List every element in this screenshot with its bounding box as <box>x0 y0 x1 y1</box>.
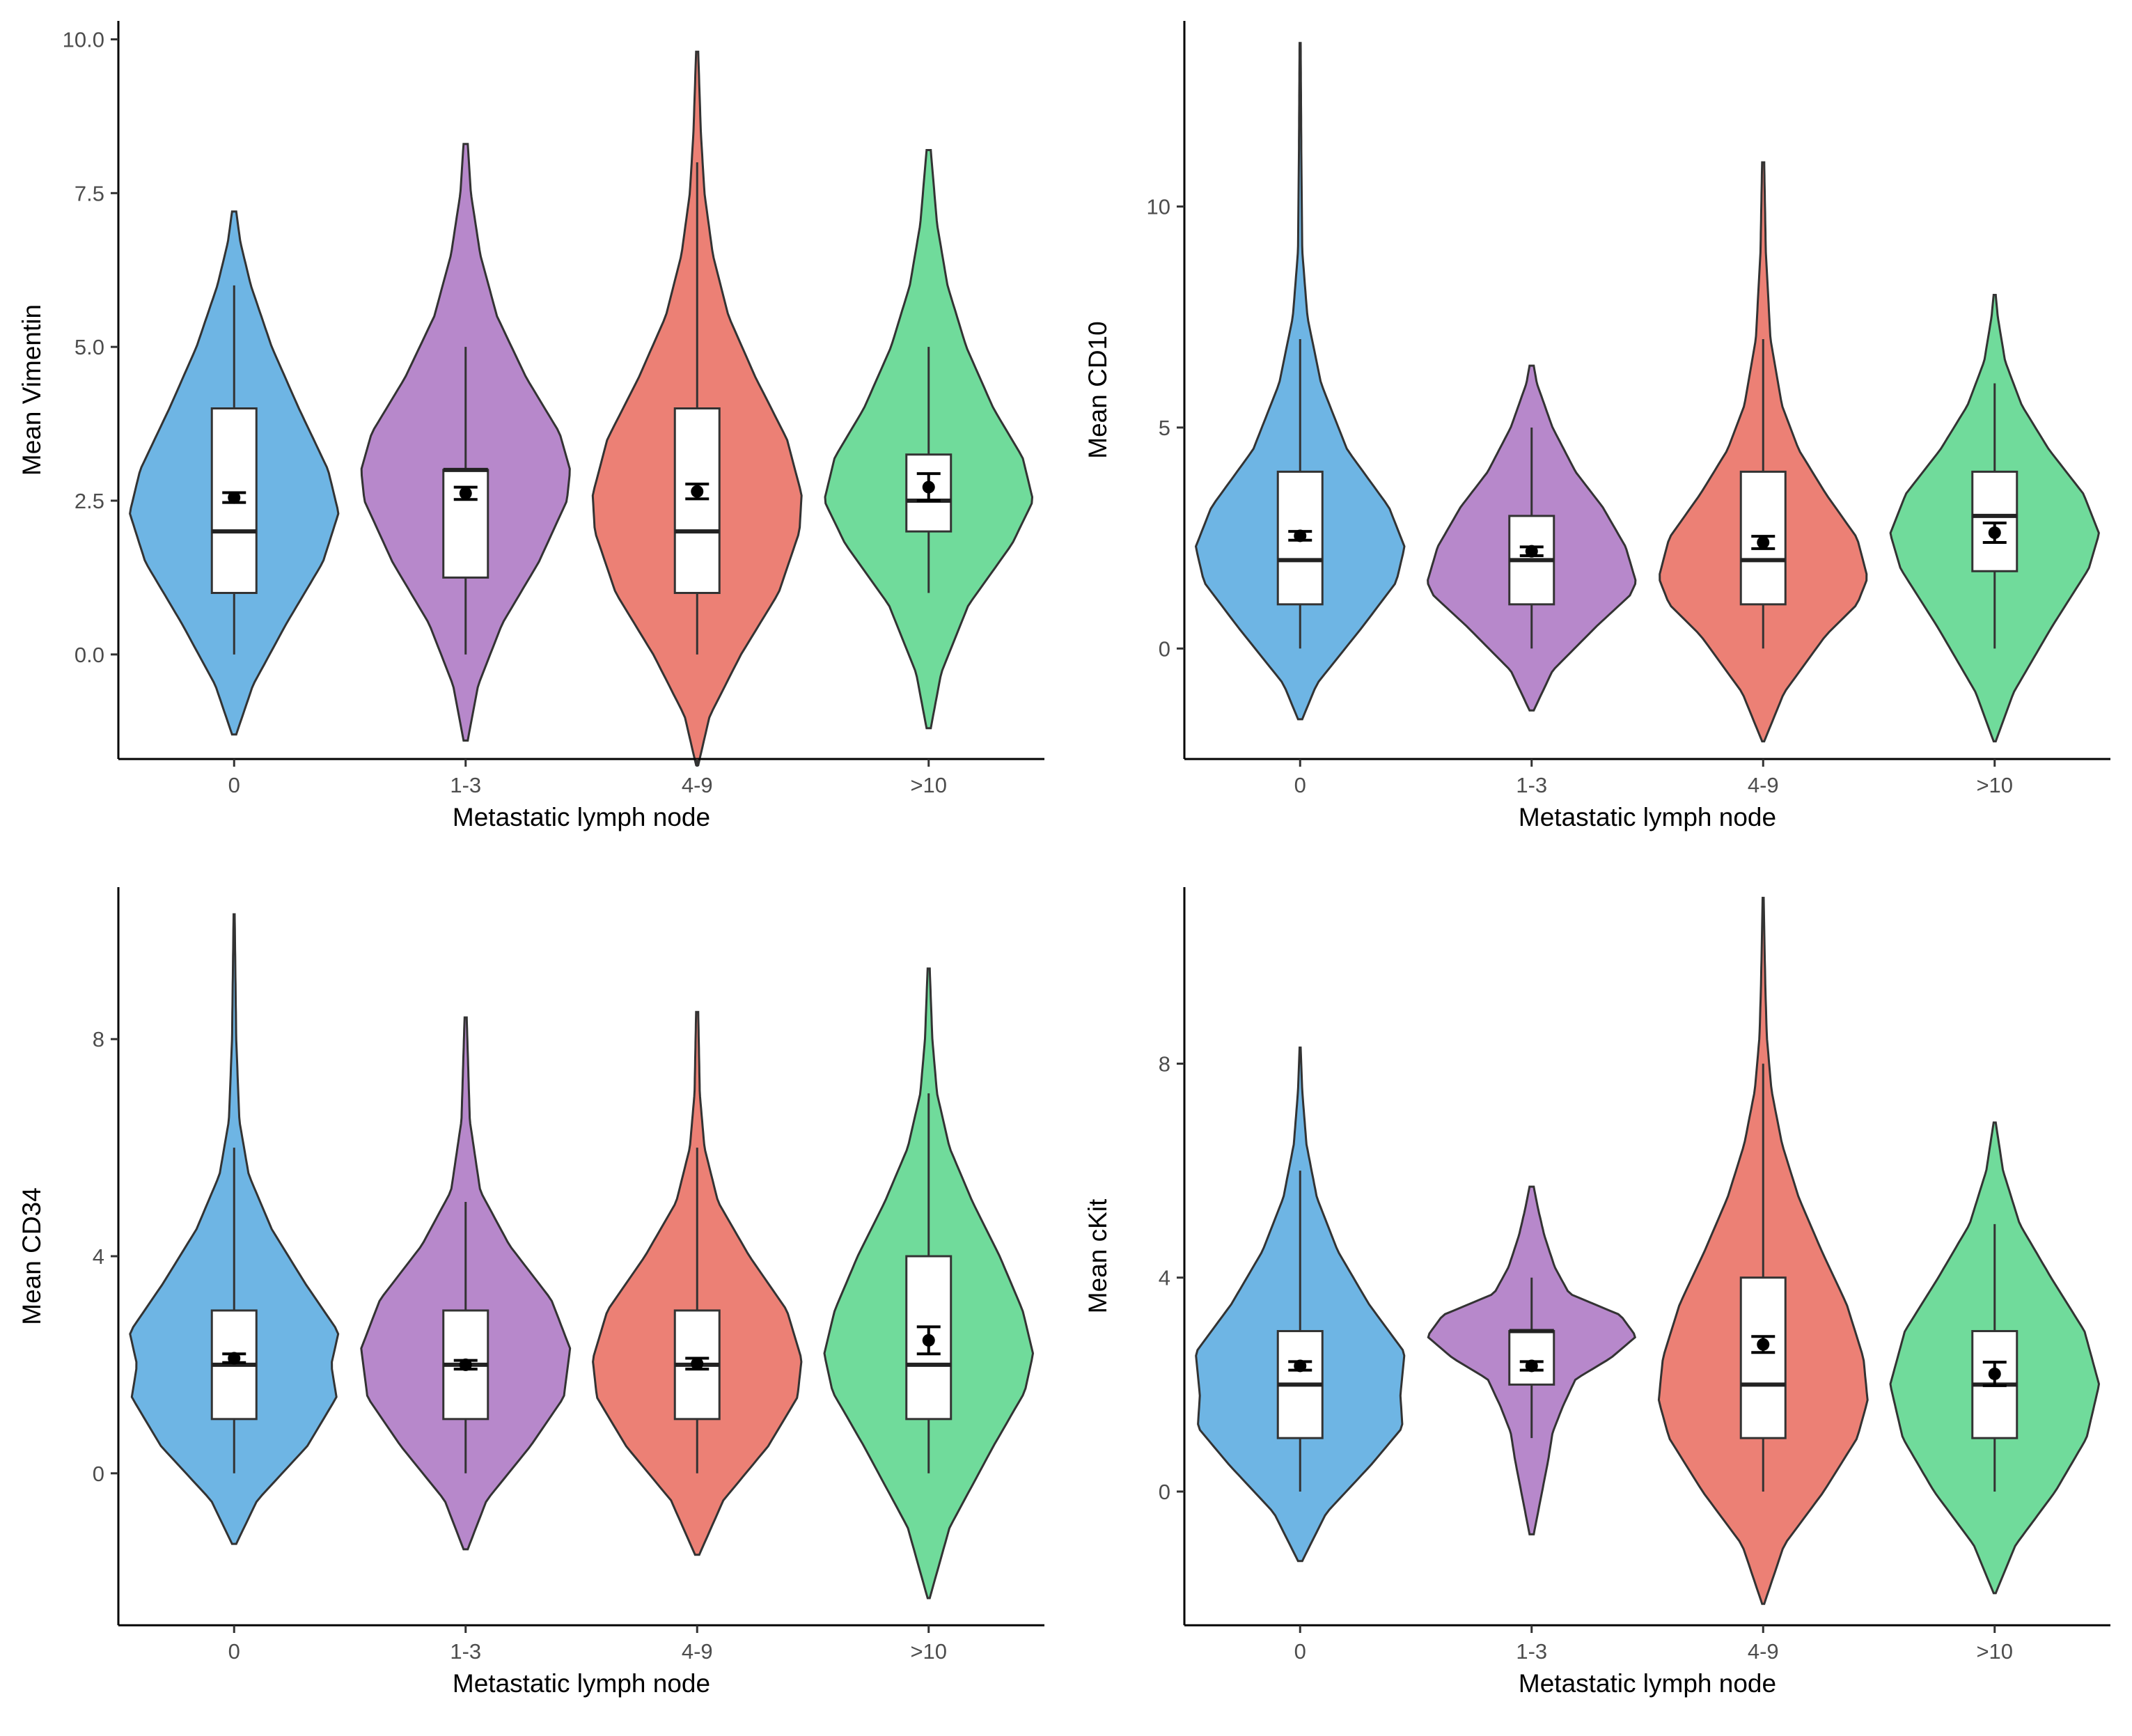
group-gt10 <box>1889 1121 2101 1595</box>
x-axis-title: Metastatic lymph node <box>453 803 710 831</box>
group-1_3 <box>1427 364 1637 712</box>
x-tick-label-4_9: 4-9 <box>1748 773 1779 797</box>
panel-cd10: 0 5 10 0 1-3 4-9 >10 Metastatic lymph node Mean … <box>1066 0 2132 866</box>
mean-point-gt10 <box>1988 1367 2001 1380</box>
y-tick-label: 0 <box>93 1462 104 1486</box>
x-tick-label-gt10: >10 <box>1976 1639 2013 1664</box>
y-tick-label: 0.0 <box>75 643 104 667</box>
y-tick-label: 10.0 <box>63 28 104 52</box>
group-4_9 <box>592 1010 803 1556</box>
group-gt10 <box>1889 294 2100 743</box>
mean-point-0 <box>1294 529 1307 542</box>
mean-point-4_9 <box>691 485 704 498</box>
x-axis-title: Metastatic lymph node <box>453 1669 710 1698</box>
box-1_3 <box>1508 1330 1555 1386</box>
x-axis-title: Metastatic lymph node <box>1519 1669 1776 1698</box>
chart-cd10: 0 5 10 0 1-3 4-9 >10 Metastatic lymph node Mean … <box>1083 21 2110 831</box>
box-gt10 <box>1971 470 2019 572</box>
y-tick-label: 8 <box>93 1027 104 1051</box>
x-tick-label-1_3: 1-3 <box>450 773 481 797</box>
group-0 <box>129 210 340 736</box>
mean-point-gt10 <box>922 480 935 494</box>
y-tick-label: 2.5 <box>75 489 104 513</box>
y-tick-label: 7.5 <box>75 181 104 205</box>
panel-vimentin: 0.0 2.5 5.0 7.5 10.0 0 1-3 4-9 >10 Metastatic lym… <box>0 0 1066 866</box>
group-gt10 <box>824 149 1034 730</box>
chart-ckit: 0 4 8 0 1-3 4-9 >10 Metastatic lymph node Mean c… <box>1083 887 2110 1698</box>
group-1_3 <box>360 1016 572 1551</box>
y-tick-label: 8 <box>1159 1051 1170 1076</box>
x-tick-label-gt10: >10 <box>910 773 947 797</box>
box-4_9 <box>673 407 721 594</box>
x-tick-label-0: 0 <box>228 773 240 797</box>
mean-point-4_9 <box>691 1357 704 1370</box>
mean-point-1_3 <box>459 1358 472 1371</box>
group-4_9 <box>1657 896 1869 1605</box>
x-tick-label-4_9: 4-9 <box>1748 1639 1779 1664</box>
mean-point-1_3 <box>459 487 472 500</box>
x-tick-label-4_9: 4-9 <box>682 773 713 797</box>
group-0 <box>1195 1046 1406 1563</box>
mean-point-4_9 <box>1757 1338 1770 1351</box>
x-tick-label-0: 0 <box>1294 1639 1306 1664</box>
y-axis-title: Mean cKit <box>1083 1198 1112 1313</box>
box-4_9 <box>1739 1276 1787 1439</box>
mean-point-1_3 <box>1525 1359 1538 1373</box>
group-1_3 <box>360 143 571 742</box>
mean-point-4_9 <box>1757 535 1770 549</box>
y-tick-label: 4 <box>1159 1266 1170 1290</box>
x-tick-label-1_3: 1-3 <box>1516 773 1547 797</box>
y-tick-label: 5.0 <box>75 335 104 359</box>
group-1_3 <box>1427 1185 1637 1535</box>
y-tick-label: 4 <box>93 1244 104 1269</box>
mean-point-0 <box>228 1352 241 1365</box>
group-gt10 <box>823 967 1035 1600</box>
group-4_9 <box>591 50 803 767</box>
mean-point-gt10 <box>1988 526 2001 540</box>
mean-point-gt10 <box>922 1334 935 1347</box>
y-axis-title: Mean CD10 <box>1083 321 1112 458</box>
mean-point-1_3 <box>1525 545 1538 558</box>
y-tick-label: 10 <box>1147 195 1170 219</box>
x-tick-label-1_3: 1-3 <box>1516 1639 1547 1664</box>
y-axis-title: Mean Vimentin <box>17 304 46 476</box>
group-4_9 <box>1659 161 1868 743</box>
y-tick-label: 5 <box>1159 416 1170 440</box>
chart-vimentin: 0.0 2.5 5.0 7.5 10.0 0 1-3 4-9 >10 Metastatic lym… <box>17 21 1044 831</box>
panel-cd34: 0 4 8 0 1-3 4-9 >10 Metastatic lymph node Mean C… <box>0 866 1066 1733</box>
y-tick-label: 0 <box>1159 636 1170 661</box>
x-tick-label-0: 0 <box>228 1639 240 1664</box>
x-tick-label-0: 0 <box>1294 773 1306 797</box>
group-0 <box>129 913 340 1545</box>
y-tick-label: 0 <box>1159 1480 1170 1504</box>
panel-ckit: 0 4 8 0 1-3 4-9 >10 Metastatic lymph node Mean c… <box>1066 866 2132 1733</box>
x-tick-label-gt10: >10 <box>910 1639 947 1664</box>
chart-cd34: 0 4 8 0 1-3 4-9 >10 Metastatic lymph node Mean C… <box>17 887 1044 1698</box>
x-tick-label-1_3: 1-3 <box>450 1639 481 1664</box>
x-axis-title: Metastatic lymph node <box>1519 803 1776 831</box>
x-tick-label-gt10: >10 <box>1976 773 2013 797</box>
mean-point-0 <box>1294 1359 1307 1373</box>
group-0 <box>1194 42 1406 721</box>
y-axis-title: Mean CD34 <box>17 1187 46 1324</box>
mean-point-0 <box>228 491 241 504</box>
x-tick-label-4_9: 4-9 <box>682 1639 713 1664</box>
